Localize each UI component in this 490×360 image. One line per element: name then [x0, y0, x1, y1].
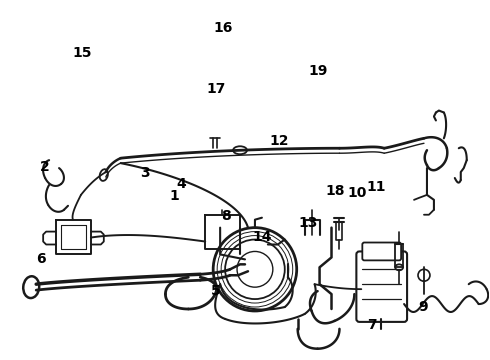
Text: 2: 2: [40, 161, 50, 175]
Text: 15: 15: [72, 46, 92, 60]
Text: 16: 16: [213, 21, 233, 35]
Text: 9: 9: [418, 300, 428, 314]
Ellipse shape: [99, 169, 108, 181]
Text: 13: 13: [298, 216, 318, 230]
Text: 17: 17: [206, 82, 225, 96]
FancyBboxPatch shape: [362, 243, 401, 260]
Circle shape: [225, 239, 285, 299]
Text: 18: 18: [325, 184, 345, 198]
Text: 12: 12: [270, 134, 289, 148]
Text: 1: 1: [170, 189, 179, 203]
Circle shape: [213, 228, 297, 311]
FancyBboxPatch shape: [356, 251, 407, 322]
Text: 8: 8: [220, 209, 230, 223]
Circle shape: [418, 269, 430, 281]
Text: 4: 4: [177, 176, 187, 190]
Text: 10: 10: [347, 185, 367, 199]
Text: 6: 6: [37, 252, 46, 266]
Text: 14: 14: [252, 230, 272, 244]
Ellipse shape: [395, 264, 403, 270]
Text: 11: 11: [367, 180, 386, 194]
Text: 3: 3: [140, 166, 150, 180]
Ellipse shape: [233, 146, 247, 154]
Text: 19: 19: [308, 64, 328, 78]
Text: 7: 7: [367, 318, 376, 332]
Circle shape: [237, 251, 273, 287]
Ellipse shape: [23, 276, 39, 298]
Text: 5: 5: [211, 284, 220, 298]
